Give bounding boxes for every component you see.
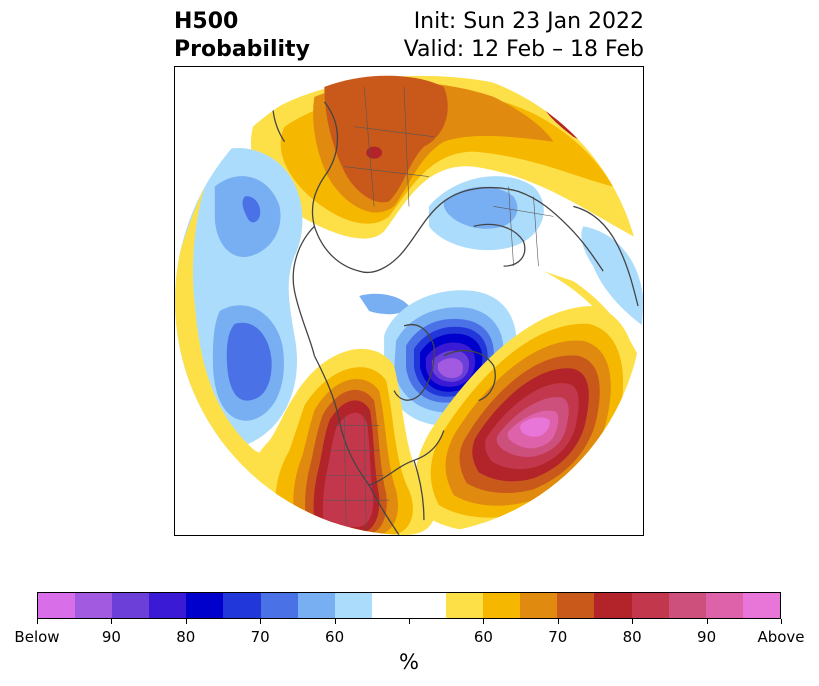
polar-stereographic-map bbox=[174, 66, 644, 536]
colorbar-tick-label: 90 bbox=[101, 628, 121, 646]
above-anomaly-west-north-america bbox=[244, 348, 435, 535]
colorbar-segment bbox=[557, 593, 595, 618]
colorbar-tick-mark bbox=[781, 619, 782, 624]
probability-colorbar bbox=[37, 592, 781, 619]
title-field-label: H500 bbox=[174, 9, 239, 34]
colorbar-segment bbox=[705, 593, 743, 618]
colorbar-segment bbox=[483, 593, 521, 618]
colorbar-segment bbox=[260, 593, 298, 618]
colorbar-unit-label: % bbox=[399, 650, 419, 674]
colorbar-segment bbox=[371, 593, 409, 618]
colorbar-tick-label: 80 bbox=[622, 628, 642, 646]
colorbar-tick-mark bbox=[185, 619, 187, 624]
colorbar-tick-mark bbox=[334, 619, 336, 624]
colorbar-segment bbox=[594, 593, 632, 618]
colorbar-tick-mark bbox=[37, 619, 38, 624]
colorbar-segment bbox=[112, 593, 150, 618]
plot-title-right: Init: Sun 23 Jan 2022 Valid: 12 Feb – 18… bbox=[404, 8, 644, 64]
title-field-type: Probability bbox=[174, 37, 310, 62]
colorbar-tick-mark bbox=[706, 619, 708, 624]
political-boundaries bbox=[324, 86, 554, 535]
map-canvas bbox=[175, 67, 643, 535]
colorbar-tick-mark bbox=[557, 619, 559, 624]
colorbar-segment bbox=[520, 593, 558, 618]
colorbar-segment bbox=[186, 593, 224, 618]
below-anomaly-pacific bbox=[175, 147, 303, 449]
valid-period-label: Valid: 12 Feb – 18 Feb bbox=[403, 37, 644, 62]
colorbar-segment bbox=[408, 593, 447, 618]
colorbar-tick-label: 80 bbox=[176, 628, 196, 646]
colorbar-segment bbox=[149, 593, 187, 618]
colorbar-tick-mark bbox=[260, 619, 262, 624]
colorbar-segment bbox=[75, 593, 113, 618]
colorbar-tick-mark bbox=[632, 619, 634, 624]
colorbar-tick-label: 70 bbox=[250, 628, 270, 646]
colorbar-tick-label: 60 bbox=[473, 628, 493, 646]
colorbar-tick-label: Above bbox=[757, 628, 805, 646]
colorbar-tick-label: 60 bbox=[325, 628, 345, 646]
coastlines bbox=[271, 86, 639, 535]
colorbar-segment bbox=[742, 593, 780, 618]
colorbar-tick-label: 90 bbox=[697, 628, 717, 646]
colorbar-segment bbox=[668, 593, 706, 618]
colorbar-segment bbox=[297, 593, 335, 618]
plot-title-left: H500 Probability bbox=[174, 8, 310, 64]
colorbar-tick-label: Below bbox=[14, 628, 60, 646]
colorbar-segment bbox=[223, 593, 261, 618]
colorbar-tick-mark bbox=[409, 619, 410, 624]
colorbar-segment bbox=[334, 593, 372, 618]
colorbar-tick-mark bbox=[111, 619, 113, 624]
colorbar-tick-label: 70 bbox=[548, 628, 568, 646]
init-date-label: Init: Sun 23 Jan 2022 bbox=[413, 9, 644, 34]
colorbar-segment bbox=[446, 593, 484, 618]
colorbar-segment bbox=[631, 593, 669, 618]
colorbar-segment bbox=[38, 593, 76, 618]
colorbar-tick-mark bbox=[483, 619, 485, 624]
above-anomaly-eurasia bbox=[250, 75, 643, 242]
